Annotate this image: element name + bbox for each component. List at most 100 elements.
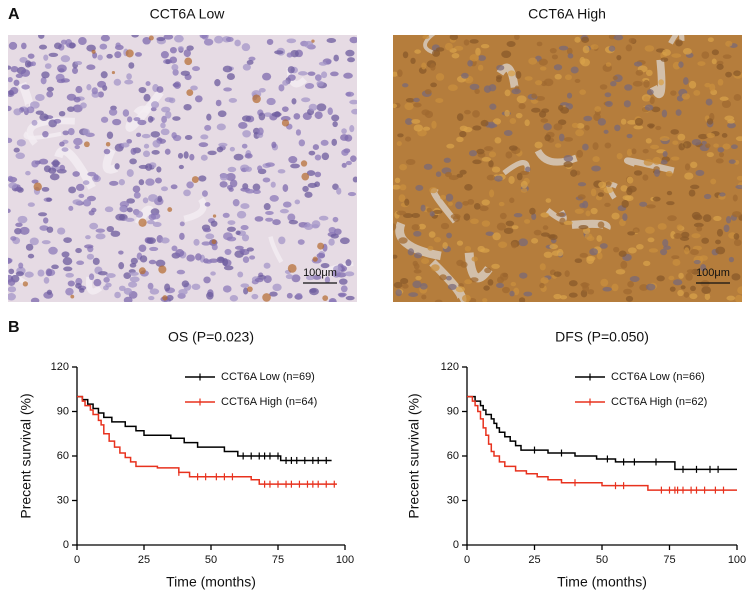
cell	[710, 178, 717, 185]
cell	[590, 188, 597, 197]
cell	[440, 222, 450, 230]
cell	[8, 175, 14, 182]
cell	[287, 66, 295, 74]
cell	[349, 125, 355, 133]
cell	[586, 236, 595, 241]
cell	[21, 42, 27, 50]
km-chart: DFS (P=0.050) Time (months) Precent surviv…	[406, 329, 746, 590]
cell	[88, 273, 95, 281]
cell	[585, 210, 591, 217]
cell	[198, 175, 207, 182]
cell	[160, 51, 169, 59]
cell	[282, 184, 289, 192]
cell	[86, 64, 96, 70]
cell	[701, 51, 710, 59]
cell	[456, 259, 464, 267]
cell	[61, 147, 69, 152]
survival-curve	[77, 395, 332, 462]
cell	[347, 192, 357, 197]
stain-spot	[311, 39, 315, 43]
cell	[645, 69, 653, 77]
panel-label: B	[8, 319, 20, 336]
cell	[540, 212, 550, 218]
cell	[539, 66, 547, 71]
cell	[113, 78, 122, 86]
cell	[484, 146, 494, 151]
cell	[124, 217, 135, 222]
cell	[72, 199, 82, 205]
cell	[568, 280, 578, 287]
cell	[461, 72, 469, 79]
cell	[515, 70, 522, 79]
cell	[312, 144, 320, 151]
cell	[45, 268, 53, 277]
cell	[511, 88, 521, 95]
cell	[707, 37, 714, 43]
cell	[627, 120, 637, 125]
cell	[452, 215, 461, 222]
cell	[130, 147, 137, 155]
cell	[408, 292, 419, 297]
cell	[459, 125, 468, 131]
cell	[582, 45, 590, 54]
cell	[632, 227, 640, 234]
cell	[216, 146, 224, 153]
cell	[72, 67, 79, 75]
cell	[579, 252, 588, 258]
cell	[577, 182, 587, 187]
cell	[10, 65, 19, 73]
cell	[263, 203, 271, 211]
cell	[13, 108, 22, 116]
cell	[486, 174, 496, 181]
cell	[95, 228, 106, 233]
cell	[474, 88, 480, 94]
cell	[627, 281, 634, 288]
micrograph	[393, 35, 742, 302]
cell	[488, 84, 497, 92]
cell	[78, 37, 87, 45]
cell	[245, 166, 252, 172]
cell	[696, 226, 703, 232]
cell	[246, 247, 254, 252]
cell	[660, 57, 669, 62]
cell	[282, 201, 292, 208]
cell	[494, 137, 502, 144]
cell	[95, 233, 106, 240]
cell	[252, 183, 261, 191]
cell	[592, 156, 600, 163]
cell	[518, 238, 528, 247]
cell	[666, 190, 673, 196]
cell	[288, 219, 299, 225]
cell	[177, 152, 184, 159]
cell	[733, 94, 742, 101]
cell	[669, 286, 676, 292]
cell	[681, 231, 690, 238]
cell	[678, 272, 684, 279]
cell	[280, 116, 291, 122]
cell	[528, 57, 538, 65]
cell	[677, 133, 686, 141]
vessel	[423, 35, 436, 55]
cell	[15, 271, 24, 277]
stain-spot	[212, 214, 217, 218]
cell	[405, 97, 415, 103]
cell	[232, 198, 240, 207]
cell	[398, 237, 408, 244]
cell	[42, 130, 49, 138]
cell	[21, 84, 30, 90]
cell	[393, 254, 398, 259]
cell	[91, 207, 97, 213]
cell	[670, 90, 677, 96]
cell	[169, 46, 177, 54]
cell	[455, 201, 463, 210]
cell	[155, 259, 166, 267]
cell	[660, 248, 668, 256]
cell	[57, 227, 66, 235]
cell	[506, 41, 516, 48]
cell	[13, 147, 20, 153]
cell	[411, 224, 420, 231]
cell	[106, 131, 114, 139]
cell	[233, 153, 244, 161]
cell	[397, 69, 403, 78]
cell	[114, 291, 121, 299]
